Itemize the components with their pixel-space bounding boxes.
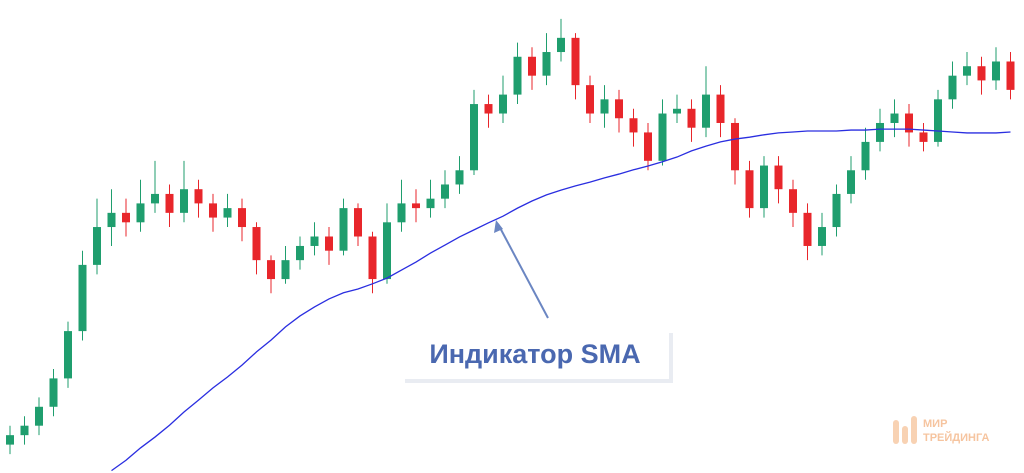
candle-body bbox=[267, 260, 275, 280]
watermark-icon bbox=[902, 426, 908, 444]
annotation-box bbox=[401, 329, 669, 379]
candle-body bbox=[281, 260, 290, 280]
candle-body bbox=[325, 236, 333, 251]
candle-body bbox=[354, 208, 362, 237]
candle-body bbox=[716, 94, 725, 123]
candle-body bbox=[412, 203, 420, 209]
candle-body bbox=[209, 203, 217, 218]
candle-body bbox=[165, 193, 174, 213]
watermark-line: МИР bbox=[923, 418, 947, 430]
candle-body bbox=[107, 212, 116, 228]
candle-body bbox=[368, 236, 377, 280]
annotation-arrow bbox=[497, 223, 549, 319]
candle-body bbox=[426, 198, 435, 209]
candle-body bbox=[499, 94, 507, 114]
candle-body bbox=[151, 193, 159, 204]
candle-body bbox=[818, 227, 826, 246]
candle-body bbox=[571, 37, 580, 86]
candle-body bbox=[731, 122, 739, 171]
candle-body bbox=[658, 113, 667, 161]
candle-body bbox=[93, 227, 101, 265]
watermark-icon bbox=[893, 420, 899, 444]
candle-body bbox=[194, 189, 203, 204]
candle-body bbox=[339, 208, 348, 251]
candle-body bbox=[470, 104, 478, 171]
candle-body bbox=[919, 132, 928, 142]
candle-body bbox=[528, 56, 536, 76]
candle-body bbox=[35, 406, 43, 426]
candle-body bbox=[876, 122, 884, 142]
sma-line bbox=[111, 128, 1011, 472]
candle-body bbox=[774, 165, 783, 190]
candle-body bbox=[861, 141, 870, 171]
candle-body bbox=[586, 85, 594, 114]
candle-body bbox=[948, 75, 957, 100]
candle-body bbox=[600, 99, 609, 114]
candle-body bbox=[702, 94, 710, 128]
candle-body bbox=[832, 193, 841, 228]
candle-body bbox=[49, 378, 58, 407]
candle-body bbox=[890, 113, 899, 123]
candle-body bbox=[252, 227, 261, 261]
candle-body bbox=[1006, 61, 1015, 90]
candle-body bbox=[397, 203, 406, 223]
candle-body bbox=[992, 61, 1000, 81]
candle-body bbox=[673, 108, 681, 114]
candle-body bbox=[383, 222, 391, 280]
annotation-text: Индикатор SMA bbox=[429, 339, 640, 369]
candle-body bbox=[310, 236, 319, 246]
candle-body bbox=[20, 425, 29, 436]
candle-body bbox=[629, 118, 638, 133]
candle-body bbox=[789, 189, 797, 213]
candle-body bbox=[760, 165, 768, 209]
candle-body bbox=[136, 203, 145, 223]
watermark-icon bbox=[911, 416, 917, 444]
candle-body bbox=[455, 170, 464, 185]
candle-body bbox=[644, 132, 652, 161]
watermark: МИР ТРЕЙДИНГА bbox=[893, 416, 990, 444]
candle-body bbox=[484, 104, 493, 114]
candle-body bbox=[615, 99, 623, 119]
candle-body bbox=[223, 208, 232, 218]
candle-body bbox=[238, 208, 246, 228]
candle-body bbox=[441, 184, 449, 199]
candle-body bbox=[934, 99, 942, 142]
candle-body bbox=[745, 170, 754, 209]
candle-body bbox=[542, 52, 551, 76]
candle-body bbox=[847, 170, 855, 194]
candle-body bbox=[122, 212, 130, 223]
watermark-line: ТРЕЙДИНГА bbox=[923, 431, 990, 444]
candle-body bbox=[180, 189, 188, 213]
candle-body bbox=[905, 113, 913, 133]
candle-body bbox=[963, 66, 971, 76]
candle-body bbox=[557, 37, 565, 53]
candle-body bbox=[687, 108, 696, 128]
candle-body bbox=[513, 56, 522, 95]
arrow-head bbox=[494, 220, 503, 233]
candle-body bbox=[64, 331, 72, 379]
candle-body bbox=[803, 212, 812, 246]
plot-area bbox=[6, 18, 1015, 472]
candle-body bbox=[977, 66, 986, 81]
candle-body bbox=[78, 264, 87, 332]
candle-body bbox=[296, 245, 304, 261]
candle-body bbox=[6, 435, 14, 445]
